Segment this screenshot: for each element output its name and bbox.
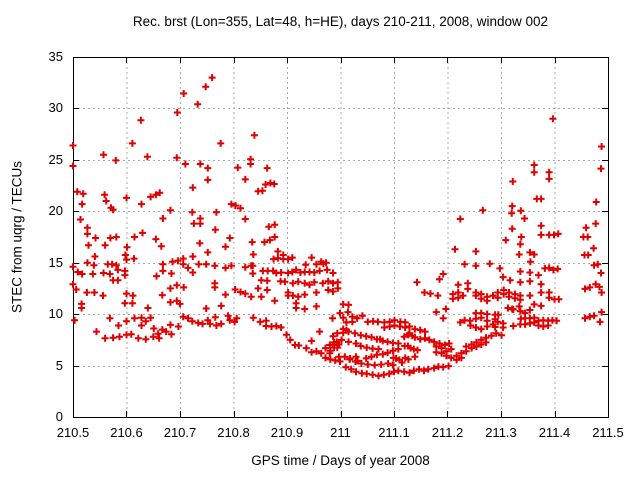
y-tick-label: 5 [55, 357, 63, 373]
y-tick-label: 25 [48, 151, 63, 167]
y-tick-label: 20 [48, 203, 63, 219]
x-tick-label: 211.2 [431, 425, 464, 440]
x-tick-label: 211.1 [378, 425, 410, 440]
y-tick-label: 15 [48, 254, 63, 270]
x-tick-label: 210.8 [217, 425, 250, 440]
x-axis-label: GPS time / Days of year 2008 [251, 453, 430, 468]
y-tick-label: 30 [48, 100, 63, 116]
x-tick-label: 211.3 [485, 425, 517, 440]
data-points [69, 74, 606, 380]
x-tick-label: 210.6 [110, 425, 143, 440]
chart-title: Rec. brst (Lon=355, Lat=48, h=HE), days … [132, 14, 549, 29]
x-tick-label: 210.7 [163, 425, 197, 440]
x-tick-label: 211 [330, 425, 351, 440]
x-tick-label: 210.5 [56, 425, 90, 440]
x-tick-label: 211.5 [592, 425, 624, 440]
x-tick-label: 211.4 [538, 425, 571, 440]
y-tick-label: 10 [48, 306, 63, 322]
y-tick-label: 0 [55, 409, 63, 424]
x-tick-label: 210.9 [270, 425, 304, 440]
y-tick-label: 35 [48, 49, 63, 64]
